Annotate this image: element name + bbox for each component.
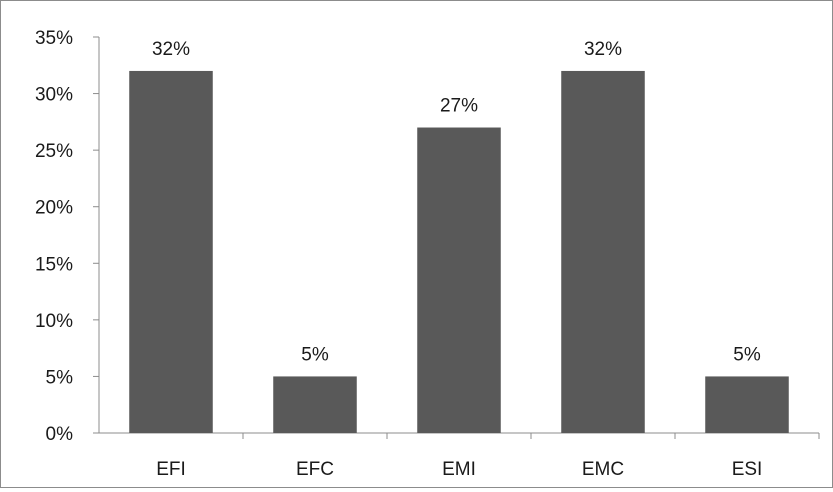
x-tick-label: EMI [442, 459, 476, 480]
data-label: 5% [301, 344, 329, 365]
y-tick-label: 35% [35, 28, 73, 49]
y-tick-label: 15% [35, 254, 73, 275]
data-label: 32% [584, 39, 622, 60]
y-tick-label: 30% [35, 85, 73, 106]
y-tick-label: 10% [35, 311, 73, 332]
x-tick-label: EFC [296, 459, 334, 480]
data-labels: 32% 5% 27% 32% 5% [152, 39, 761, 365]
x-tick-label: EFI [156, 459, 186, 480]
x-axis: EFI EFC EMI EMC ESI [99, 432, 820, 480]
y-tick-label: 0% [46, 424, 74, 445]
bars [129, 70, 789, 433]
bar-emc [561, 70, 645, 433]
bar-efi [129, 70, 213, 433]
data-label: 32% [152, 39, 190, 60]
x-tick-label: EMC [582, 459, 624, 480]
y-tick-label: 5% [46, 367, 74, 388]
bar-esi [705, 376, 789, 433]
x-tick-label: ESI [732, 459, 763, 480]
bar-emi [417, 127, 501, 433]
bar-efc [273, 376, 357, 433]
y-tick-label: 25% [35, 141, 73, 162]
y-axis: 0% 5% 10% 15% 20% 25% 30% 35% [35, 28, 100, 445]
data-label: 27% [440, 96, 478, 117]
y-tick-label: 20% [35, 198, 73, 219]
data-label: 5% [733, 344, 761, 365]
